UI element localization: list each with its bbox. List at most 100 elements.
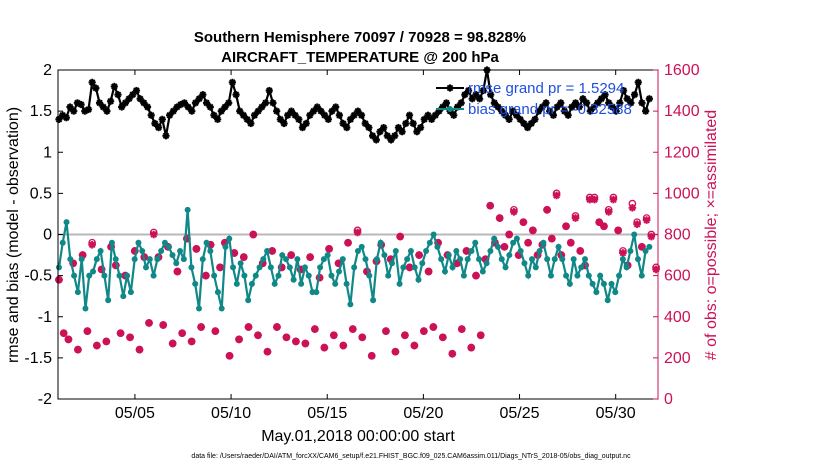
bias-point <box>627 247 634 254</box>
assimilated-point <box>320 343 329 352</box>
assimilated-point <box>472 271 480 280</box>
assimilated-point <box>126 333 134 342</box>
bias-point <box>233 280 240 287</box>
y2-tick-label: 1600 <box>664 62 700 79</box>
y2-axis-label: # of obs: o=possible; ×=assimilated <box>703 110 720 360</box>
rmse-point <box>88 78 96 86</box>
bias-point <box>173 260 180 267</box>
bias-point <box>245 297 252 304</box>
rmse-point <box>302 119 310 128</box>
bias-point <box>449 264 456 271</box>
bias-point <box>177 247 184 254</box>
rmse-point <box>369 132 377 140</box>
rmse-point <box>476 95 484 103</box>
bias-point <box>124 272 131 279</box>
bias-point <box>441 268 448 275</box>
bias-point <box>646 243 653 250</box>
y-tick-label: 1 <box>43 144 52 161</box>
assimilated-point <box>647 232 656 241</box>
bias-point <box>362 256 369 263</box>
bias-point <box>502 264 509 271</box>
bias-point <box>108 239 115 246</box>
bias-point <box>498 256 505 263</box>
bias-point <box>483 260 490 267</box>
rmse-point <box>154 123 163 132</box>
bias-point <box>479 268 486 275</box>
legend-rmse-label: rmse grand pr = 1.5294 <box>468 80 624 97</box>
legend-rmse-marker <box>446 84 454 92</box>
bias-point <box>199 256 206 263</box>
assimilated-point <box>287 251 295 259</box>
bias-point <box>67 256 74 263</box>
rmse-point <box>147 111 155 119</box>
y-tick-label: -2 <box>38 391 52 408</box>
assimilated-point <box>263 347 272 356</box>
bias-point <box>279 252 286 259</box>
assimilated-point <box>476 331 485 340</box>
bias-point <box>445 252 452 259</box>
bias-point <box>600 280 607 287</box>
assimilated-point <box>638 243 646 251</box>
bias-point <box>612 289 619 296</box>
chart-title-line1: Southern Hemisphere 70097 / 70928 = 98.8… <box>194 29 526 46</box>
bias-point <box>373 256 380 263</box>
assimilated-point <box>159 321 168 329</box>
y2-tick-label: 1000 <box>664 185 700 202</box>
rmse-point <box>188 107 196 115</box>
bias-point <box>540 239 547 246</box>
bias-point <box>589 280 596 287</box>
bias-point <box>131 256 138 263</box>
rmse-point <box>143 103 152 111</box>
bias-point <box>267 264 274 271</box>
assimilated-point <box>187 337 196 346</box>
bias-point <box>271 280 278 287</box>
assimilated-point <box>429 323 438 331</box>
rmse-point <box>295 115 303 123</box>
rmse-point <box>498 107 506 115</box>
rmse-point <box>405 111 414 119</box>
assimilated-point <box>93 341 101 350</box>
bias-point <box>494 243 501 250</box>
bias-point <box>472 239 479 246</box>
rmse-point <box>110 82 118 91</box>
assimilated-point <box>211 327 220 335</box>
assimilated-point <box>652 265 660 274</box>
rmse-point <box>531 115 539 123</box>
bias-point <box>78 256 85 263</box>
rmse-point <box>103 107 111 115</box>
bias-point <box>487 247 494 254</box>
assimilated-point <box>64 335 73 344</box>
rmse-point <box>62 114 70 122</box>
rmse-point <box>398 128 406 136</box>
assimilated-point <box>642 216 651 224</box>
assimilated-point <box>74 345 82 354</box>
rmse-point <box>184 103 192 111</box>
rmse-point <box>380 123 388 132</box>
rmse-point <box>642 107 650 115</box>
x-tick-label: 05/10 <box>211 405 251 422</box>
bias-point <box>313 289 320 296</box>
bias-point <box>93 256 100 263</box>
assimilated-point <box>500 243 509 251</box>
bias-point <box>423 247 430 254</box>
bias-point <box>547 272 554 279</box>
bias-point <box>510 239 517 246</box>
rmse-point <box>114 91 122 99</box>
assimilated-point <box>202 271 210 280</box>
bias-point <box>317 264 324 271</box>
bias-point <box>529 256 536 263</box>
assimilated-point <box>273 323 281 331</box>
assimilated-point <box>230 249 239 257</box>
bias-point <box>619 256 626 263</box>
rmse-point <box>132 86 141 95</box>
assimilated-point <box>344 238 352 247</box>
rmse-point <box>158 115 166 123</box>
bias-point <box>290 276 297 283</box>
assimilated-point <box>510 208 518 216</box>
bias-point <box>74 289 81 296</box>
rmse-point <box>280 119 288 128</box>
assimilated-point <box>348 325 357 333</box>
bias-point <box>135 239 142 246</box>
rmse-point <box>236 107 244 115</box>
assimilated-point <box>486 201 495 210</box>
